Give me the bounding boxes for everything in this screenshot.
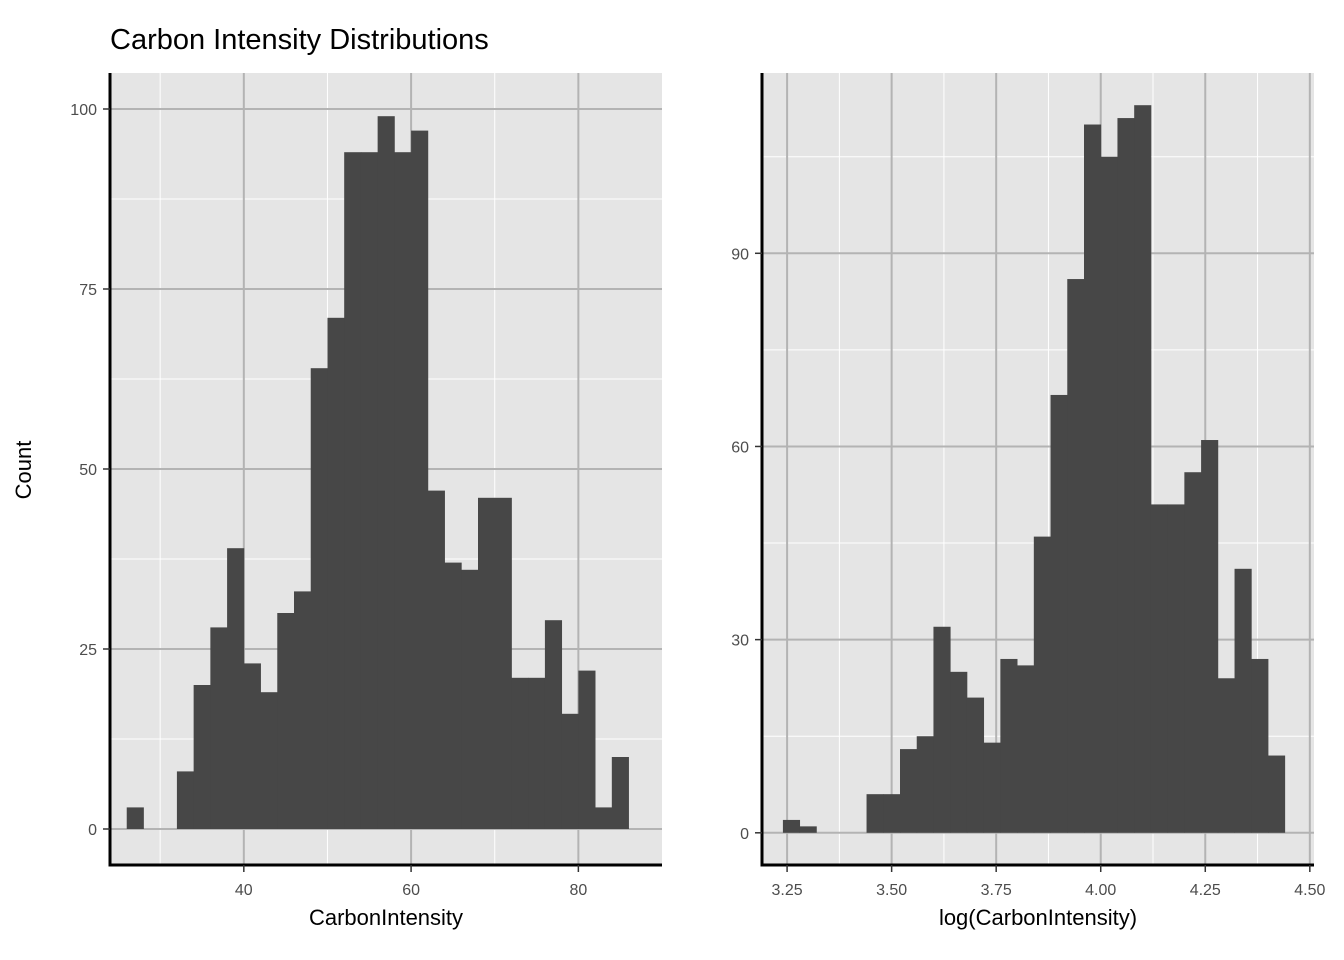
x-tick-label: 3.50 [876,882,907,899]
histogram-bar [1000,658,1018,833]
histogram-bar [1201,440,1219,833]
histogram-bar [1167,504,1185,833]
y-tick-label: 90 [731,246,749,263]
histogram-bar [578,670,596,829]
y-tick-label: 60 [731,439,749,456]
histogram-bar [1117,118,1135,833]
histogram-bar [176,771,195,829]
histogram-bar [126,807,144,829]
x-axis-title: CarbonIntensity [309,905,463,930]
y-tick-label: 25 [79,642,97,659]
x-tick-label: 60 [402,882,420,899]
histogram-bar [1268,755,1286,833]
histogram-bar [360,152,379,829]
histogram-bar [511,677,529,829]
x-tick-label: 4.50 [1294,882,1325,899]
y-tick-label: 75 [79,282,97,299]
histogram-bar [344,152,362,829]
histogram-bar [1100,156,1118,833]
histogram-bar [1134,105,1152,833]
histogram-bar [193,685,211,829]
histogram-bar [1050,394,1068,833]
histogram-bar [411,130,429,830]
x-tick-label: 4.00 [1085,882,1116,899]
x-tick-label: 80 [569,882,587,899]
chart-title: Carbon Intensity Distributions [110,24,489,56]
histogram-bar [544,620,563,829]
histogram-bar [611,757,629,829]
histogram-bar [561,713,579,829]
histogram-bar [1067,279,1085,833]
histogram-bar [294,591,312,829]
y-tick-label: 50 [79,462,97,479]
histogram-bar [243,663,261,829]
histogram-bar [950,671,968,833]
histogram-bar [310,368,328,829]
histogram-bar [528,677,546,829]
histogram-bar [427,490,445,829]
histogram-bar [782,819,801,833]
histogram-bar [377,116,395,829]
histogram-bar [595,807,613,829]
histogram-bar [1217,678,1235,833]
histogram-bar [277,613,295,829]
histogram-bar [1017,665,1035,833]
y-tick-label: 100 [70,102,97,119]
histogram-bar [866,794,884,833]
histogram-bar [444,562,462,829]
histogram-bar [933,626,951,833]
histogram-bar [900,749,918,833]
histogram-bar [461,569,479,829]
x-tick-label: 3.25 [772,882,803,899]
histogram-bar [799,826,817,833]
x-axis-title: log(CarbonIntensity) [939,905,1137,930]
histogram-bar [1033,536,1051,833]
histogram-bar [1084,124,1102,833]
histogram-bar [916,736,934,833]
histogram-bar [1251,658,1269,833]
x-tick-label: 4.25 [1190,882,1221,899]
panel-1: 40 60 80 0 25 50 75 100 CarbonIntensity [70,73,662,930]
y-tick-label: 0 [740,826,749,843]
histogram-bar [478,497,496,829]
histogram-bar [1150,504,1169,833]
histogram-bar [494,497,512,829]
histogram-bar [210,627,228,829]
histogram-bar [1234,568,1252,833]
panel-2: 3.25 3.50 3.75 4.00 4.25 4.50 0 30 60 90 log(Carbo… [731,73,1325,930]
x-tick-label: 40 [235,882,253,899]
histogram-bar [227,548,245,829]
histogram-bar [394,152,412,829]
histogram-bar [1184,472,1202,833]
histogram-bar [883,794,901,833]
histogram-bar [327,317,345,829]
y-tick-label: 0 [88,822,97,839]
histogram-bar [260,692,278,829]
histogram-bar [966,697,985,833]
x-tick-label: 3.75 [981,882,1012,899]
y-tick-label: 30 [731,633,749,650]
histogram-bar [983,742,1001,833]
